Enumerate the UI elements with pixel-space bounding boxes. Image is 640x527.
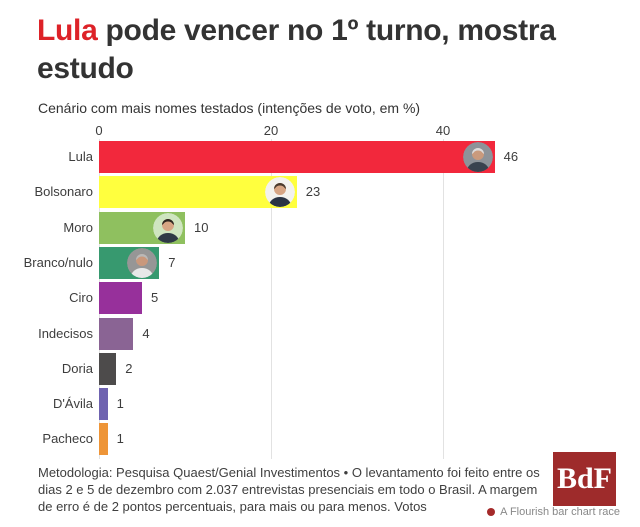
value-label-doria: 2 — [125, 360, 133, 376]
chart-subtitle: Cenário com mais nomes testados (intençõ… — [38, 100, 421, 116]
bar-branco-nulo[interactable] — [99, 246, 160, 279]
methodology-text: Metodologia: Pesquisa Quaest/Genial Inve… — [38, 465, 540, 514]
bar-pacheco[interactable] — [99, 423, 108, 456]
bar-row-pacheco: Pacheco 1 — [0, 423, 640, 456]
flourish-attribution-label: A Flourish bar chart race — [500, 506, 620, 518]
bar-chart: 0 20 40 Lula 46 Bolsonaro 23 Moro 10 Branco/nulo 7… — [0, 120, 640, 462]
candidate-photo-lula — [462, 142, 493, 172]
value-label-lula: 46 — [503, 149, 519, 164]
value-label-pacheco: 1 — [116, 431, 124, 447]
x-axis-tick-20: 20 — [263, 123, 279, 138]
x-axis-tick-40: 40 — [435, 123, 451, 138]
page-title: Lula pode vencer no 1º turno, mostra est… — [37, 12, 612, 88]
category-label-bolsonaro: Bolsonaro — [34, 184, 93, 200]
bar-lula[interactable] — [99, 141, 495, 173]
candidate-photo-branco-nulo — [127, 247, 158, 278]
bar-d-avila[interactable] — [99, 388, 108, 421]
flourish-attribution[interactable]: A Flourish bar chart race — [487, 506, 620, 518]
value-label-ciro: 5 — [151, 290, 159, 306]
title-accent: Lula — [37, 14, 98, 47]
category-label-d-avila: D'Ávila — [52, 396, 93, 412]
bar-row-bolsonaro: Bolsonaro 23 — [0, 176, 640, 209]
bar-indecisos[interactable] — [99, 317, 134, 350]
gridline-40 — [443, 139, 444, 459]
category-label-ciro: Ciro — [69, 290, 93, 306]
category-label-doria: Doria — [61, 360, 93, 376]
bar-row-moro: Moro 10 — [0, 211, 640, 244]
category-label-branco-nulo: Branco/nulo — [23, 254, 93, 270]
bar-row-lula: Lula 46 — [0, 141, 640, 173]
bar-doria[interactable] — [99, 352, 117, 385]
gridline-20 — [271, 139, 272, 459]
bar-row-branco-nulo: Branco/nulo 7 — [0, 246, 640, 279]
candidate-photo-bolsonaro — [264, 177, 295, 208]
title-rest: pode vencer no 1º turno, mostra estudo — [37, 14, 556, 85]
flourish-dot-icon — [487, 508, 496, 516]
bar-row-ciro: Ciro 5 — [0, 282, 640, 315]
category-label-indecisos: Indecisos — [38, 325, 93, 341]
bdf-logo: BdF — [553, 452, 616, 506]
bar-ciro[interactable] — [99, 282, 142, 315]
bar-moro[interactable] — [99, 211, 185, 244]
x-axis-tick-0: 0 — [95, 123, 103, 138]
value-label-moro: 10 — [194, 219, 209, 235]
bar-row-d-avila: D'Ávila 1 — [0, 388, 640, 421]
bar-row-indecisos: Indecisos 4 — [0, 317, 640, 350]
candidate-photo-moro — [153, 212, 183, 243]
value-label-d-avila: 1 — [116, 396, 124, 412]
bar-bolsonaro[interactable] — [99, 176, 297, 209]
value-label-bolsonaro: 23 — [305, 184, 321, 200]
value-label-branco-nulo: 7 — [168, 254, 176, 270]
value-label-indecisos: 4 — [142, 325, 150, 341]
category-label-lula: Lula — [68, 149, 93, 164]
bar-row-doria: Doria 2 — [0, 352, 640, 385]
category-label-moro: Moro — [63, 219, 93, 235]
bdf-logo-text: BdF — [556, 462, 613, 495]
category-label-pacheco: Pacheco — [42, 431, 93, 447]
